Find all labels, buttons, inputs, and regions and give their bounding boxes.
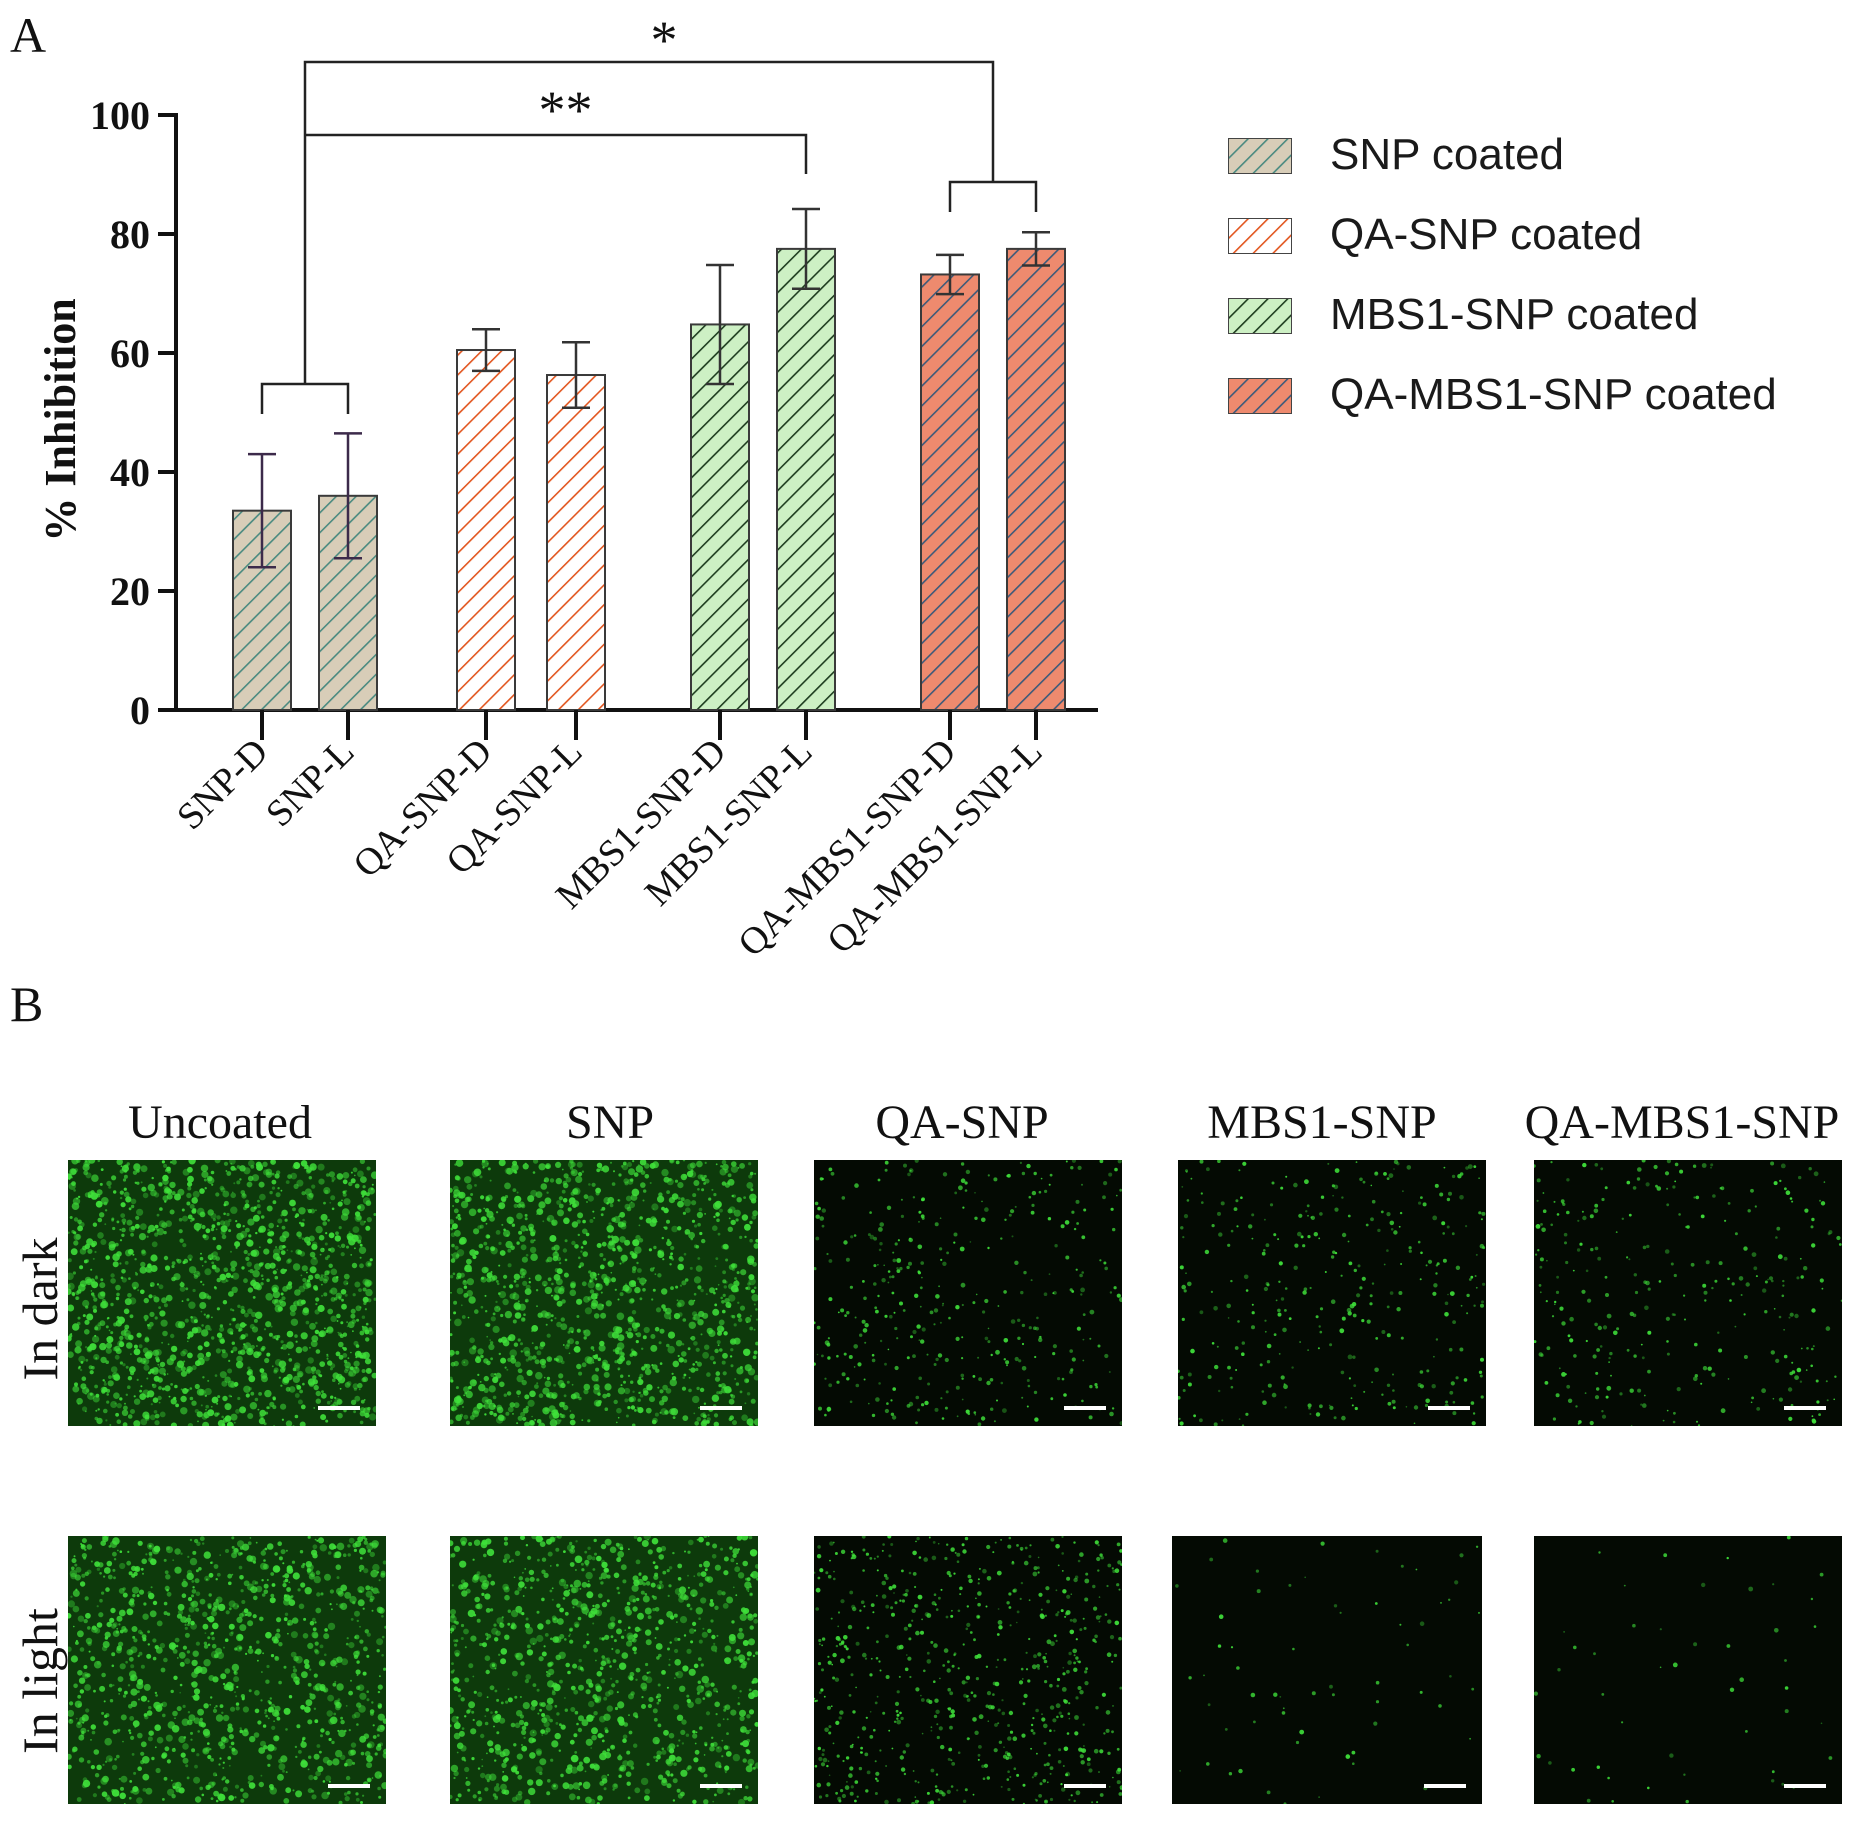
micrograph-texture	[450, 1536, 758, 1804]
scale-bar	[318, 1406, 360, 1410]
scale-bar	[328, 1784, 370, 1788]
micrograph-light-qa-mbs1-snp	[1534, 1536, 1842, 1804]
legend-label-snp: SNP coated	[1330, 130, 1564, 180]
scale-bar	[1784, 1784, 1826, 1788]
bar-qa-snp-l	[547, 375, 605, 710]
micrograph-texture	[68, 1160, 376, 1426]
bar-qa-snp-d	[457, 350, 515, 710]
scale-bar	[1064, 1784, 1106, 1788]
legend-swatch-snp	[1228, 138, 1292, 174]
micrograph-light-mbs1-snp	[1172, 1536, 1482, 1804]
y-tick-label: 0	[130, 688, 150, 733]
scale-bar	[1428, 1406, 1470, 1410]
scale-bar	[700, 1784, 742, 1788]
micrograph-texture	[1178, 1160, 1486, 1426]
significance-label-star: *	[651, 10, 678, 70]
bar-qa-mbs1-snp-d	[921, 274, 979, 710]
micrograph-dark-uncoated	[68, 1160, 376, 1426]
legend-label-mbs1-snp: MBS1-SNP coated	[1330, 290, 1698, 340]
legend-label-qa-snp: QA-SNP coated	[1330, 210, 1642, 260]
row-label-in-light: In light	[11, 1531, 69, 1831]
y-tick-label: 100	[90, 93, 150, 138]
micrograph-texture	[814, 1536, 1122, 1804]
y-tick-label: 80	[110, 212, 150, 257]
micrograph-dark-snp	[450, 1160, 758, 1426]
legend-swatch-qa-snp	[1228, 218, 1292, 254]
legend-swatch-qa-mbs1-snp	[1228, 378, 1292, 414]
micrograph-texture	[814, 1160, 1122, 1426]
micrograph-light-uncoated	[68, 1536, 386, 1804]
scale-bar	[1424, 1784, 1466, 1788]
micrograph-texture	[450, 1160, 758, 1426]
significance-brackets: ***	[262, 10, 1036, 414]
x-tick-label: SNP-D	[169, 731, 276, 838]
y-axis-label: % Inhibition	[36, 298, 85, 541]
micrograph-texture	[1534, 1536, 1842, 1804]
bar-mbs1-snp-l	[777, 249, 835, 710]
y-tick-label: 60	[110, 331, 150, 376]
legend-swatch-mbs1-snp	[1228, 298, 1292, 334]
column-title-qa-snp: QA-SNP	[792, 1095, 1132, 1150]
column-title-uncoated: Uncoated	[50, 1095, 390, 1150]
legend-label-qa-mbs1-snp: QA-MBS1-SNP coated	[1330, 370, 1777, 420]
bar-qa-mbs1-snp-l	[1007, 249, 1065, 710]
panel-b-label: B	[10, 975, 43, 1033]
significance-bracket-star	[305, 62, 993, 384]
micrograph-dark-qa-mbs1-snp	[1534, 1160, 1842, 1426]
column-title-qa-mbs1-snp: QA-MBS1-SNP	[1512, 1095, 1852, 1150]
y-tick-label: 20	[110, 569, 150, 614]
micrograph-light-qa-snp	[814, 1536, 1122, 1804]
column-title-snp: SNP	[440, 1095, 780, 1150]
x-tick-labels: SNP-DSNP-LQA-SNP-DQA-SNP-LMBS1-SNP-DMBS1…	[169, 731, 1050, 965]
pair-bracket	[262, 384, 348, 414]
row-label-in-dark: In dark	[11, 1159, 69, 1459]
scale-bar	[1784, 1406, 1826, 1410]
micrograph-texture	[1172, 1536, 1482, 1804]
scale-bar	[1064, 1406, 1106, 1410]
column-title-mbs1-snp: MBS1-SNP	[1152, 1095, 1492, 1150]
bars	[233, 249, 1065, 740]
micrograph-light-snp	[450, 1536, 758, 1804]
pair-bracket	[950, 182, 1036, 212]
significance-label-double-star: **	[539, 80, 593, 140]
y-tick-label: 40	[110, 450, 150, 495]
micrograph-dark-qa-snp	[814, 1160, 1122, 1426]
micrograph-texture	[1534, 1160, 1842, 1426]
micrograph-texture	[68, 1536, 386, 1804]
micrograph-dark-mbs1-snp	[1178, 1160, 1486, 1426]
x-tick-label: SNP-L	[258, 731, 362, 835]
scale-bar	[700, 1406, 742, 1410]
significance-bracket-double-star	[305, 135, 806, 174]
